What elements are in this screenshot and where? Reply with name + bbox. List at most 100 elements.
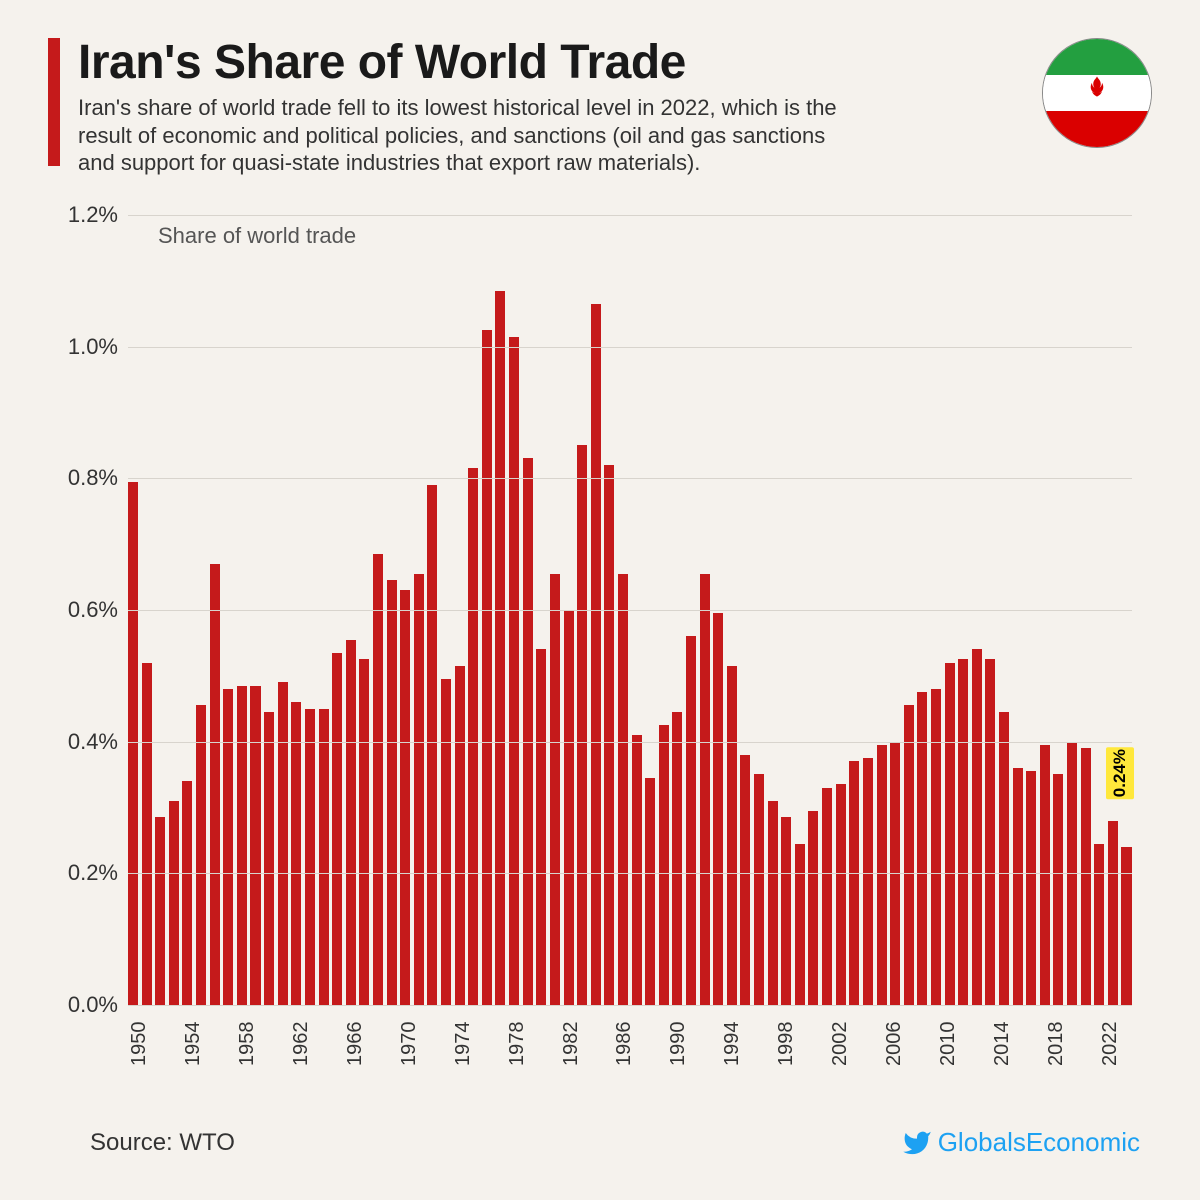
- x-axis-label: [809, 1007, 819, 1085]
- bar: [128, 482, 138, 1005]
- x-axis-label: 2018: [1045, 1007, 1068, 1085]
- x-axis-label: [1024, 1007, 1034, 1085]
- handle-text: GlobalsEconomic: [938, 1127, 1140, 1158]
- x-axis-label: 2002: [829, 1007, 852, 1085]
- bar: [278, 682, 288, 1005]
- bar: [332, 653, 342, 1005]
- x-axis-label: [549, 1007, 559, 1085]
- x-axis-label: 1970: [398, 1007, 421, 1085]
- y-axis-label: 0.0%: [58, 992, 118, 1018]
- bar: [346, 640, 356, 1005]
- bar: [495, 291, 505, 1005]
- bar: [808, 811, 818, 1005]
- y-axis-label: 0.2%: [58, 860, 118, 886]
- x-axis-labels: 1950195419581962196619701974197819821986…: [128, 1007, 1132, 1085]
- bar: [672, 712, 682, 1005]
- x-axis-label: [755, 1007, 765, 1085]
- bar: [564, 610, 574, 1005]
- x-axis-label: 1998: [775, 1007, 798, 1085]
- flag-green-stripe: [1043, 39, 1151, 75]
- bar: [1040, 745, 1050, 1005]
- x-axis-label: [539, 1007, 549, 1085]
- bar: [591, 304, 601, 1005]
- bar: [1026, 771, 1036, 1005]
- bar: [740, 755, 750, 1005]
- x-axis-label: [927, 1007, 937, 1085]
- x-axis-label: [475, 1007, 485, 1085]
- x-axis-label: 1990: [667, 1007, 690, 1085]
- x-axis-label: [583, 1007, 593, 1085]
- bar: [468, 468, 478, 1005]
- x-axis-label: [863, 1007, 873, 1085]
- x-axis-label: [970, 1007, 980, 1085]
- x-axis-label: 1962: [290, 1007, 313, 1085]
- bar: [904, 705, 914, 1005]
- x-axis-label: [1089, 1007, 1099, 1085]
- bar: [455, 666, 465, 1005]
- bar: [768, 801, 778, 1005]
- bar: [142, 663, 152, 1005]
- bar: [577, 445, 587, 1005]
- twitter-handle[interactable]: GlobalsEconomic: [902, 1127, 1140, 1158]
- x-axis-label: [636, 1007, 646, 1085]
- bar: [196, 705, 206, 1005]
- chart-container: Share of world trade 0.0%0.2%0.4%0.6%0.8…: [48, 205, 1152, 1085]
- x-axis-label: 1986: [613, 1007, 636, 1085]
- bar: [604, 465, 614, 1005]
- x-axis-label: [647, 1007, 657, 1085]
- x-axis-label: 1954: [182, 1007, 205, 1085]
- x-axis-label: 2006: [883, 1007, 906, 1085]
- bar: [414, 574, 424, 1005]
- header: Iran's Share of World Trade Iran's share…: [48, 38, 1152, 177]
- grid-line: [128, 215, 1132, 216]
- x-axis-label: [819, 1007, 829, 1085]
- bar: [373, 554, 383, 1005]
- bar: [822, 788, 832, 1005]
- x-axis-label: [431, 1007, 441, 1085]
- x-axis-label: 1950: [128, 1007, 151, 1085]
- x-axis-label: 2010: [937, 1007, 960, 1085]
- x-axis-label: 1978: [506, 1007, 529, 1085]
- bar: [550, 574, 560, 1005]
- bar-chart: Share of world trade 0.0%0.2%0.4%0.6%0.8…: [128, 215, 1132, 1005]
- bar: [427, 485, 437, 1005]
- grid-line: [128, 347, 1132, 348]
- bar: [632, 735, 642, 1005]
- x-axis-label: 1994: [721, 1007, 744, 1085]
- bar: [917, 692, 927, 1005]
- bar: [958, 659, 968, 1005]
- bar: [264, 712, 274, 1005]
- grid-line: [128, 742, 1132, 743]
- y-axis-label: 0.6%: [58, 597, 118, 623]
- flag-red-stripe: [1043, 111, 1151, 147]
- bar: [482, 330, 492, 1005]
- bar: [985, 659, 995, 1005]
- x-axis-label: [1035, 1007, 1045, 1085]
- x-axis-label: 2022: [1099, 1007, 1122, 1085]
- bar: [686, 636, 696, 1005]
- x-axis-label: [873, 1007, 883, 1085]
- grid-line: [128, 610, 1132, 611]
- bar: [400, 590, 410, 1005]
- x-axis-label: [205, 1007, 215, 1085]
- bar: [441, 679, 451, 1005]
- bar: [523, 458, 533, 1004]
- x-axis-label: [269, 1007, 279, 1085]
- bar: [536, 649, 546, 1005]
- bar: [754, 774, 764, 1004]
- bar: [1013, 768, 1023, 1005]
- x-axis-label: [377, 1007, 387, 1085]
- bar: [1094, 844, 1104, 1005]
- accent-bar: [48, 38, 60, 166]
- x-axis-label: [161, 1007, 171, 1085]
- bar: [727, 666, 737, 1005]
- bar: [155, 817, 165, 1005]
- bar: [863, 758, 873, 1005]
- bar: [659, 725, 669, 1005]
- bar: [387, 580, 397, 1005]
- bar: [713, 613, 723, 1005]
- x-axis-label: [151, 1007, 161, 1085]
- x-axis-label: [744, 1007, 754, 1085]
- y-axis-label: 1.0%: [58, 334, 118, 360]
- bar: [210, 564, 220, 1005]
